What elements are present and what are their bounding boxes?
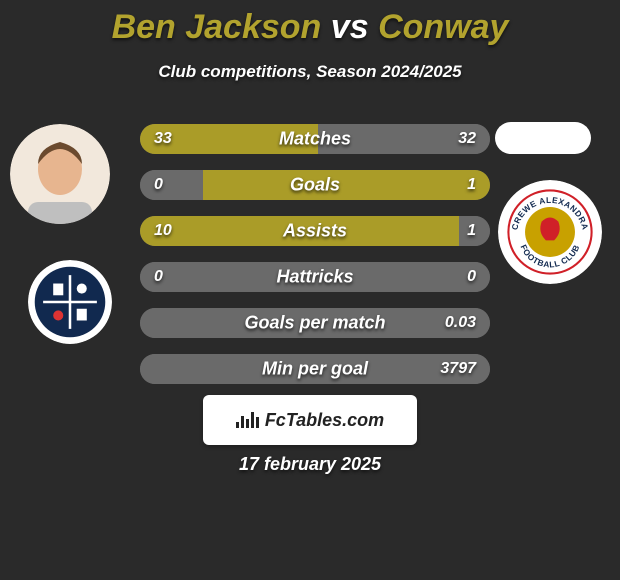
page-title: Ben Jackson vs Conway [0, 8, 620, 47]
subtitle: Club competitions, Season 2024/2025 [0, 62, 620, 82]
stat-value-right: 3797 [440, 360, 476, 378]
stat-label: Assists [283, 221, 347, 242]
stat-bar-segment-right [203, 170, 490, 200]
stat-bar-segment-left [140, 170, 203, 200]
footer-date: 17 february 2025 [0, 454, 620, 475]
stat-bar: Assists 10 1 [140, 216, 490, 246]
stat-value-left: 0 [154, 176, 163, 194]
title-connector: vs [331, 8, 369, 46]
stat-bar: Hattricks 0 0 [140, 262, 490, 292]
stat-value-right: 1 [467, 176, 476, 194]
branding-text: FcTables.com [265, 410, 384, 431]
stat-bar: Min per goal 3797 [140, 354, 490, 384]
stat-label: Goals [290, 175, 340, 196]
stat-label: Matches [279, 129, 351, 150]
stat-bar: Goals 0 1 [140, 170, 490, 200]
stat-label: Min per goal [262, 359, 368, 380]
stat-value-left: 10 [154, 222, 172, 240]
stat-bar: Matches 33 32 [140, 124, 490, 154]
player-right-avatar [495, 122, 591, 154]
stat-value-left: 0 [154, 268, 163, 286]
stat-value-right: 0.03 [445, 314, 476, 332]
title-player2: Conway [378, 8, 508, 46]
stat-value-left: 33 [154, 130, 172, 148]
stat-bar: Goals per match 0.03 [140, 308, 490, 338]
stat-value-right: 1 [467, 222, 476, 240]
stat-value-right: 32 [458, 130, 476, 148]
player-left-avatar [10, 124, 110, 224]
branding-badge: FcTables.com [203, 395, 417, 445]
stat-value-right: 0 [467, 268, 476, 286]
branding-logo-icon [236, 412, 259, 428]
stat-label: Hattricks [276, 267, 353, 288]
player-right-club-badge: CREWE ALEXANDRA FOOTBALL CLUB [498, 180, 602, 284]
stat-label: Goals per match [244, 313, 385, 334]
title-player1: Ben Jackson [112, 8, 322, 46]
player-left-club-badge [28, 260, 112, 344]
